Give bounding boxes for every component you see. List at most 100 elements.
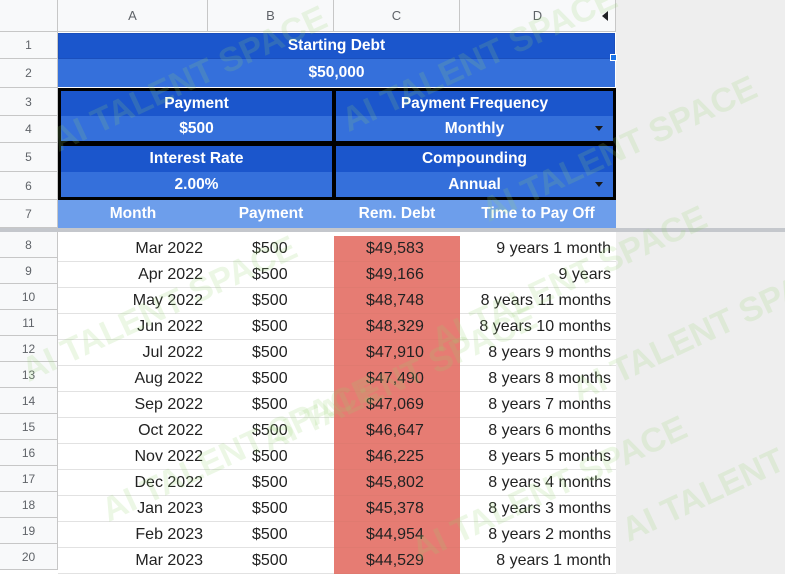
row-header[interactable]: 8 <box>0 232 58 258</box>
column-header-a[interactable]: A <box>58 0 208 32</box>
rem-debt-cell[interactable]: $47,910 <box>334 340 460 366</box>
payment-cell[interactable]: $500 <box>208 366 334 392</box>
rem-debt-cell[interactable]: $47,069 <box>334 392 460 418</box>
rem-debt-cell[interactable]: $49,166 <box>334 262 460 288</box>
row-header[interactable]: 1 <box>0 32 58 59</box>
payment-cell[interactable]: $500 <box>208 522 334 548</box>
time-to-pay-off-cell[interactable]: 8 years 2 months <box>460 522 616 548</box>
interest-rate-value[interactable]: 2.00% <box>61 172 332 197</box>
dropdown-arrow-icon[interactable] <box>595 181 603 187</box>
payment-label: Payment <box>61 91 332 116</box>
collapse-arrow-icon[interactable] <box>602 11 608 21</box>
month-cell[interactable]: Mar 2023 <box>58 548 208 574</box>
time-to-pay-off-cell[interactable]: 8 years 5 months <box>460 444 616 470</box>
month-cell[interactable]: Dec 2022 <box>58 470 208 496</box>
time-to-pay-off-cell[interactable]: 9 years 1 month <box>460 236 616 262</box>
time-to-pay-off-cell[interactable]: 8 years 9 months <box>460 340 616 366</box>
time-to-pay-off-cell[interactable]: 8 years 3 months <box>460 496 616 522</box>
starting-debt-value[interactable]: $50,000 <box>58 59 615 87</box>
row-header[interactable]: 13 <box>0 362 58 388</box>
payment-cell[interactable]: $500 <box>208 548 334 574</box>
time-to-pay-off-cell[interactable]: 8 years 4 months <box>460 470 616 496</box>
header-rem-debt: Rem. Debt <box>334 200 460 228</box>
rem-debt-cell[interactable]: $49,583 <box>334 236 460 262</box>
rem-debt-cell[interactable]: $48,329 <box>334 314 460 340</box>
header-month: Month <box>58 200 208 228</box>
compounding-dropdown[interactable]: Annual <box>336 172 613 197</box>
payment-frequency-dropdown[interactable]: Monthly <box>336 116 613 141</box>
time-to-pay-off-cell[interactable]: 9 years <box>460 262 616 288</box>
row-header[interactable]: 18 <box>0 492 58 518</box>
payment-cell[interactable]: $500 <box>208 340 334 366</box>
dropdown-arrow-icon[interactable] <box>595 125 603 131</box>
payment-cell[interactable]: $500 <box>208 314 334 340</box>
payment-cell[interactable]: $500 <box>208 444 334 470</box>
column-header-b[interactable]: B <box>208 0 334 32</box>
column-header-d[interactable]: D <box>460 0 616 32</box>
month-cell[interactable]: Jan 2023 <box>58 496 208 522</box>
month-cell[interactable]: Jun 2022 <box>58 314 208 340</box>
rem-debt-cell[interactable]: $44,529 <box>334 548 460 574</box>
payment-cell[interactable]: $500 <box>208 392 334 418</box>
row-header[interactable]: 14 <box>0 388 58 414</box>
month-cell[interactable]: Jul 2022 <box>58 340 208 366</box>
payment-frequency-label: Payment Frequency <box>336 91 613 116</box>
row-header[interactable]: 20 <box>0 544 58 570</box>
payment-frequency-box <box>333 88 616 144</box>
row-header[interactable]: 4 <box>0 116 58 143</box>
compounding-box <box>333 143 616 200</box>
compounding-label: Compounding <box>336 146 613 172</box>
time-to-pay-off-cell[interactable]: 8 years 6 months <box>460 418 616 444</box>
payment-cell[interactable]: $500 <box>208 496 334 522</box>
row-header[interactable]: 16 <box>0 440 58 466</box>
row-header[interactable]: 5 <box>0 143 58 172</box>
starting-debt-label: Starting Debt <box>58 33 615 59</box>
payment-cell[interactable]: $500 <box>208 262 334 288</box>
row-header[interactable]: 17 <box>0 466 58 492</box>
row-header[interactable]: 10 <box>0 284 58 310</box>
month-cell[interactable]: Feb 2023 <box>58 522 208 548</box>
column-header-c[interactable]: C <box>334 0 460 32</box>
payment-cell[interactable]: $500 <box>208 288 334 314</box>
payment-value[interactable]: $500 <box>61 116 332 141</box>
row-header[interactable]: 12 <box>0 336 58 362</box>
month-cell[interactable]: Nov 2022 <box>58 444 208 470</box>
header-payment: Payment <box>208 200 334 228</box>
freeze-line[interactable] <box>0 228 785 232</box>
row-header[interactable]: 15 <box>0 414 58 440</box>
time-to-pay-off-cell[interactable]: 8 years 1 month <box>460 548 616 574</box>
rem-debt-cell[interactable]: $44,954 <box>334 522 460 548</box>
month-cell[interactable]: Aug 2022 <box>58 366 208 392</box>
rem-debt-cell[interactable]: $46,647 <box>334 418 460 444</box>
time-to-pay-off-cell[interactable]: 8 years 10 months <box>460 314 616 340</box>
payment-cell[interactable]: $500 <box>208 418 334 444</box>
selection-handle[interactable] <box>610 54 617 61</box>
time-to-pay-off-cell[interactable]: 8 years 11 months <box>460 288 616 314</box>
payment-frequency-value: Monthly <box>444 119 505 137</box>
rem-debt-cell[interactable]: $46,225 <box>334 444 460 470</box>
month-cell[interactable]: Oct 2022 <box>58 418 208 444</box>
month-cell[interactable]: Apr 2022 <box>58 262 208 288</box>
row-header[interactable]: 9 <box>0 258 58 284</box>
row-header[interactable]: 3 <box>0 88 58 116</box>
rem-debt-cell[interactable]: $47,490 <box>334 366 460 392</box>
payment-cell[interactable]: $500 <box>208 236 334 262</box>
row-header[interactable]: 19 <box>0 518 58 544</box>
rem-debt-cell[interactable]: $48,748 <box>334 288 460 314</box>
sheet-empty-area <box>616 0 785 574</box>
time-to-pay-off-cell[interactable]: 8 years 8 months <box>460 366 616 392</box>
row-header[interactable]: 11 <box>0 310 58 336</box>
rem-debt-cell[interactable]: $45,378 <box>334 496 460 522</box>
row-header[interactable]: 7 <box>0 200 58 228</box>
month-cell[interactable]: Mar 2022 <box>58 236 208 262</box>
select-all-corner[interactable] <box>0 0 58 32</box>
row-header[interactable]: 2 <box>0 59 58 88</box>
month-cell[interactable]: Sep 2022 <box>58 392 208 418</box>
compounding-value: Annual <box>448 175 501 193</box>
row-header[interactable]: 6 <box>0 172 58 200</box>
interest-rate-label: Interest Rate <box>61 146 332 172</box>
rem-debt-cell[interactable]: $45,802 <box>334 470 460 496</box>
month-cell[interactable]: May 2022 <box>58 288 208 314</box>
payment-cell[interactable]: $500 <box>208 470 334 496</box>
time-to-pay-off-cell[interactable]: 8 years 7 months <box>460 392 616 418</box>
